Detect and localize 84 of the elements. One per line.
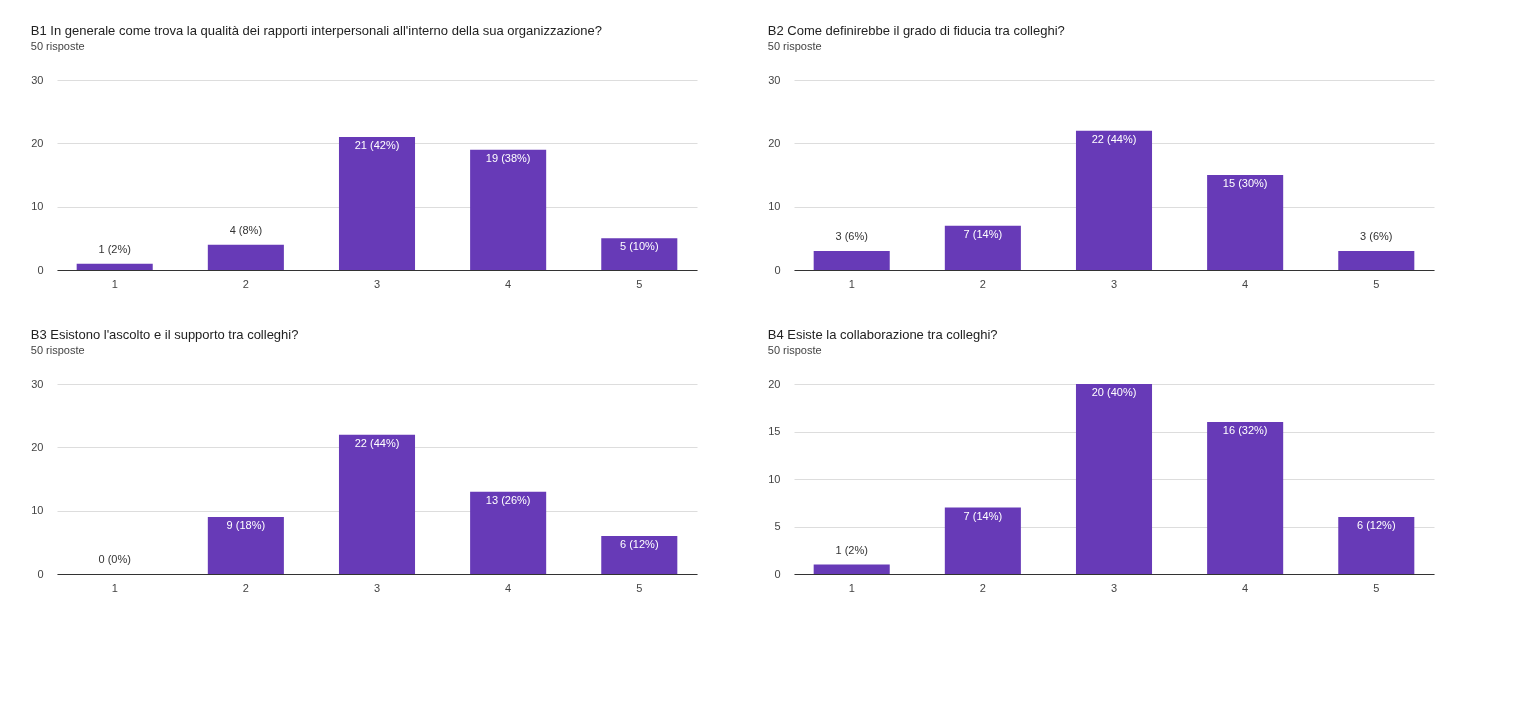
data-label: 4 (8%) — [229, 223, 263, 236]
chart-subtitle: 50 risposte — [767, 344, 822, 356]
data-label: 21 (42%) — [354, 139, 400, 151]
data-label: 5 (10%) — [620, 240, 659, 253]
x-tick-label: 4 — [1242, 581, 1249, 594]
chart-title: B4 Esiste la collaborazione tra colleghi? — [767, 327, 998, 342]
data-label: 22 (44%) — [354, 436, 400, 449]
data-label: 9 (18%) — [226, 519, 266, 531]
chart-subtitle: 50 risposte — [767, 40, 822, 52]
bar — [470, 149, 547, 270]
y-tick-label: 0 — [37, 263, 44, 276]
chart-title: B2 Come definirebbe il grado di fiducia tra colleghi? — [767, 23, 1065, 38]
x-tick-label: 4 — [505, 277, 512, 290]
bar — [813, 251, 890, 270]
bar — [944, 507, 1021, 574]
data-label: 16 (32%) — [1222, 424, 1268, 436]
bar — [470, 491, 547, 574]
data-label: 3 (6%) — [835, 230, 868, 242]
x-tick-label: 2 — [242, 277, 249, 290]
x-tick-label: 5 — [1373, 581, 1380, 594]
bar — [1075, 130, 1153, 270]
chart-subtitle: 50 risposte — [30, 344, 85, 356]
x-tick-label: 1 — [111, 581, 118, 594]
data-label: 15 (30%) — [1222, 177, 1268, 189]
y-tick-label: 0 — [37, 567, 44, 580]
data-label: 1 (2%) — [835, 543, 868, 556]
x-tick-label: 3 — [1110, 581, 1118, 594]
x-tick-label: 1 — [848, 581, 855, 594]
bar — [813, 564, 890, 574]
x-tick-label: 2 — [979, 277, 986, 290]
chart-title: B1 In generale come trova la qualità dei rapporti interpersonali all'interno della sua organizzazione? — [30, 23, 602, 38]
x-tick-label: 5 — [1373, 277, 1380, 290]
data-label: 13 (26%) — [485, 493, 531, 506]
bar — [338, 434, 416, 574]
data-label: 20 (40%) — [1091, 386, 1137, 398]
x-tick-label: 5 — [636, 581, 643, 594]
y-tick-label: 20 — [31, 136, 44, 149]
y-tick-label: 5 — [774, 520, 781, 532]
x-tick-label: 1 — [848, 277, 855, 290]
data-label: 7 (14%) — [963, 227, 1003, 240]
y-tick-label: 20 — [768, 136, 781, 149]
y-tick-label: 20 — [31, 440, 44, 453]
y-tick-label: 10 — [768, 472, 781, 485]
chart-subtitle: 50 risposte — [30, 40, 85, 52]
x-tick-label: 3 — [373, 581, 381, 594]
x-tick-label: 2 — [242, 581, 249, 594]
bar — [207, 244, 284, 270]
bar — [601, 238, 678, 270]
chart-title: B3 Esistono l'ascolto e il supporto tra colleghi? — [30, 327, 299, 342]
data-label: 6 (12%) — [1357, 519, 1396, 531]
bar — [1338, 517, 1415, 574]
x-tick-label: 3 — [1110, 277, 1118, 290]
data-label: 1 (2%) — [98, 242, 131, 255]
bar — [601, 536, 678, 574]
x-tick-label: 1 — [111, 277, 118, 290]
y-tick-label: 10 — [768, 200, 781, 213]
bar — [1207, 422, 1284, 574]
bar — [1207, 175, 1284, 270]
y-tick-label: 0 — [774, 263, 781, 276]
y-tick-label: 30 — [31, 377, 44, 390]
data-label: 0 (0%) — [98, 553, 131, 565]
bar — [207, 517, 284, 574]
data-label: 3 (6%) — [1360, 230, 1393, 242]
data-label: 6 (12%) — [620, 538, 659, 550]
x-tick-label: 2 — [979, 581, 986, 594]
bar — [338, 137, 416, 270]
y-tick-label: 30 — [31, 73, 44, 86]
y-tick-label: 10 — [31, 200, 44, 213]
x-tick-label: 5 — [636, 277, 643, 290]
data-label: 7 (14%) — [963, 509, 1003, 522]
data-label: 19 (38%) — [485, 151, 531, 164]
y-tick-label: 0 — [774, 567, 781, 580]
bar — [944, 225, 1021, 270]
y-tick-label: 15 — [768, 425, 781, 437]
y-tick-label: 30 — [768, 73, 781, 86]
bar — [1075, 384, 1153, 574]
bar — [1338, 251, 1415, 270]
x-tick-label: 3 — [373, 277, 381, 290]
bar — [76, 263, 153, 270]
y-tick-label: 10 — [31, 504, 44, 517]
x-tick-label: 4 — [505, 581, 512, 594]
data-label: 22 (44%) — [1091, 132, 1137, 145]
y-tick-label: 20 — [768, 377, 781, 390]
x-tick-label: 4 — [1242, 277, 1249, 290]
